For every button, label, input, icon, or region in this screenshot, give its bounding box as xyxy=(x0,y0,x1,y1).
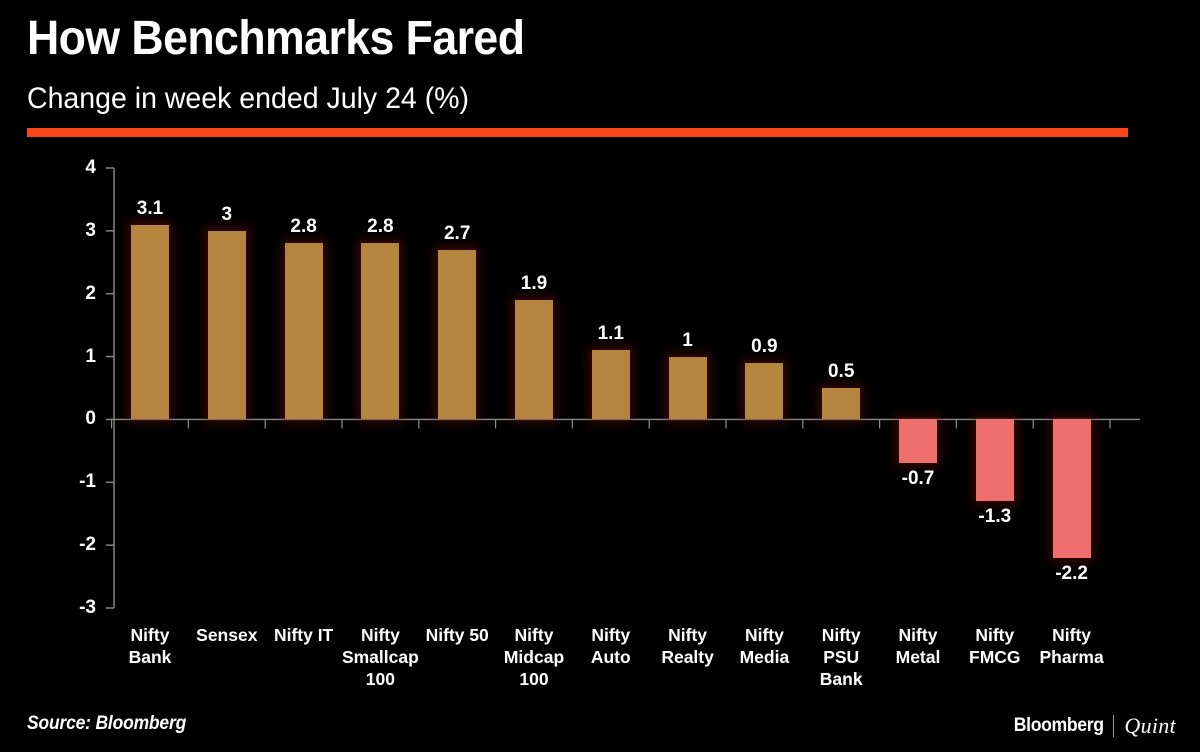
bar xyxy=(668,356,707,420)
x-axis-category-label-line: Auto xyxy=(590,647,631,667)
source-note: Source: Bloomberg xyxy=(27,713,187,734)
bar-value-label: -1.3 xyxy=(978,506,1012,528)
brand-divider xyxy=(1113,715,1115,737)
x-axis-category-label: Nifty Auto xyxy=(561,624,661,668)
bar xyxy=(822,388,861,420)
x-axis-category-label-line: 100 xyxy=(365,669,395,689)
bar xyxy=(899,419,937,464)
x-axis-category-label: Nifty IT xyxy=(254,624,354,646)
x-axis-category-label: Nifty Realty xyxy=(638,624,738,668)
accent-divider xyxy=(27,128,1128,137)
x-axis-category-label-line: Nifty xyxy=(130,625,170,645)
x-axis-category-label-line: Realty xyxy=(661,647,714,667)
x-axis-category-label-line: Nifty xyxy=(744,625,784,645)
bar-value-label: -0.7 xyxy=(901,468,935,490)
x-axis-category-label-line: Nifty xyxy=(975,625,1015,645)
bar-value-label: 0.9 xyxy=(751,335,778,357)
x-axis-category-label-line: Nifty 50 xyxy=(425,625,489,645)
bar-value-label: -2.2 xyxy=(1055,562,1088,584)
x-axis-category-label-line: Bank xyxy=(128,647,172,667)
x-axis-category-label-line: Media xyxy=(739,647,790,667)
bar-value-label: 2.7 xyxy=(443,222,471,244)
x-axis-category-label-line: Nifty xyxy=(591,625,631,645)
x-axis-category-label-line: Nifty IT xyxy=(273,625,334,645)
bar-value-label: 1 xyxy=(682,329,693,351)
x-axis-category-label-line: Metal xyxy=(895,647,941,667)
x-axis-category-label: Nifty Metal xyxy=(868,624,968,668)
y-axis-tick-label: -1 xyxy=(79,471,96,493)
x-axis-category-label: Nifty PSU Bank xyxy=(791,624,891,690)
y-axis-tick-label: 1 xyxy=(85,345,96,367)
bar xyxy=(131,224,169,420)
x-axis-category-label: Nifty 50 xyxy=(407,624,507,646)
x-axis-category-label-line: Smallcap xyxy=(341,647,419,667)
x-axis-category-label: Sensex xyxy=(177,624,277,646)
x-axis-category-label-line: Midcap xyxy=(503,647,565,667)
x-axis-category-label-line: Bank xyxy=(819,669,863,689)
x-axis-category-label-line: 100 xyxy=(519,669,549,689)
x-axis-category-label: Nifty FMCG xyxy=(945,624,1045,668)
y-axis-tick-label: 0 xyxy=(85,408,96,430)
bar-value-label: 2.8 xyxy=(367,216,394,238)
x-axis-category-label-line: Nifty xyxy=(898,625,938,645)
x-axis-category-label-line: Nifty xyxy=(514,625,554,645)
bar xyxy=(438,249,477,420)
x-axis-category-label-line: Sensex xyxy=(196,625,258,645)
x-axis-category-label-line: FMCG xyxy=(969,647,1021,667)
bar xyxy=(207,230,246,420)
bar xyxy=(284,243,323,420)
brand-quint-label: Quint xyxy=(1124,713,1176,738)
brand-logo: Bloomberg Quint xyxy=(1007,713,1176,739)
x-axis-category-label-line: Nifty xyxy=(1052,625,1092,645)
bar xyxy=(745,362,784,420)
bar-value-label: 1.9 xyxy=(520,273,548,294)
x-axis-category-label: Nifty Pharma xyxy=(1022,624,1122,668)
bar-value-label: 2.8 xyxy=(290,216,317,238)
bar-value-label: 3 xyxy=(221,203,233,225)
bar xyxy=(515,300,553,420)
x-axis-category-label-line: PSU xyxy=(823,647,860,667)
brand-bloomberg-label: Bloomberg xyxy=(1013,715,1104,736)
bar-value-label: 0.5 xyxy=(827,361,855,382)
y-axis-tick-label: -3 xyxy=(79,597,96,618)
bar-value-label: 3.1 xyxy=(136,197,164,219)
x-axis-category-label: Nifty Media xyxy=(714,624,814,668)
x-axis-category-label-line: Nifty xyxy=(668,625,708,645)
x-axis-category-label: Nifty Bank xyxy=(100,624,200,668)
chart-subtitle: Change in week ended July 24 (%) xyxy=(27,82,470,115)
x-axis-category-label-line: Pharma xyxy=(1039,647,1104,667)
bar-value-label: 1.1 xyxy=(597,323,624,345)
bar xyxy=(591,350,630,420)
bar xyxy=(361,243,400,420)
y-axis-tick-label: 3 xyxy=(85,219,96,241)
x-axis-category-label-line: Nifty xyxy=(821,625,861,645)
y-axis-tick-label: -2 xyxy=(79,534,96,556)
y-axis-tick-label: 2 xyxy=(85,282,96,304)
y-axis-tick-label: 4 xyxy=(85,157,96,178)
x-axis-category-label: Nifty Smallcap 100 xyxy=(330,624,430,690)
bar xyxy=(975,419,1014,502)
x-axis-category-label: Nifty Midcap 100 xyxy=(484,624,584,690)
x-axis-category-label-line: Nifty xyxy=(360,625,400,645)
page-title: How Benchmarks Fared xyxy=(27,12,525,65)
bar xyxy=(1052,419,1091,558)
